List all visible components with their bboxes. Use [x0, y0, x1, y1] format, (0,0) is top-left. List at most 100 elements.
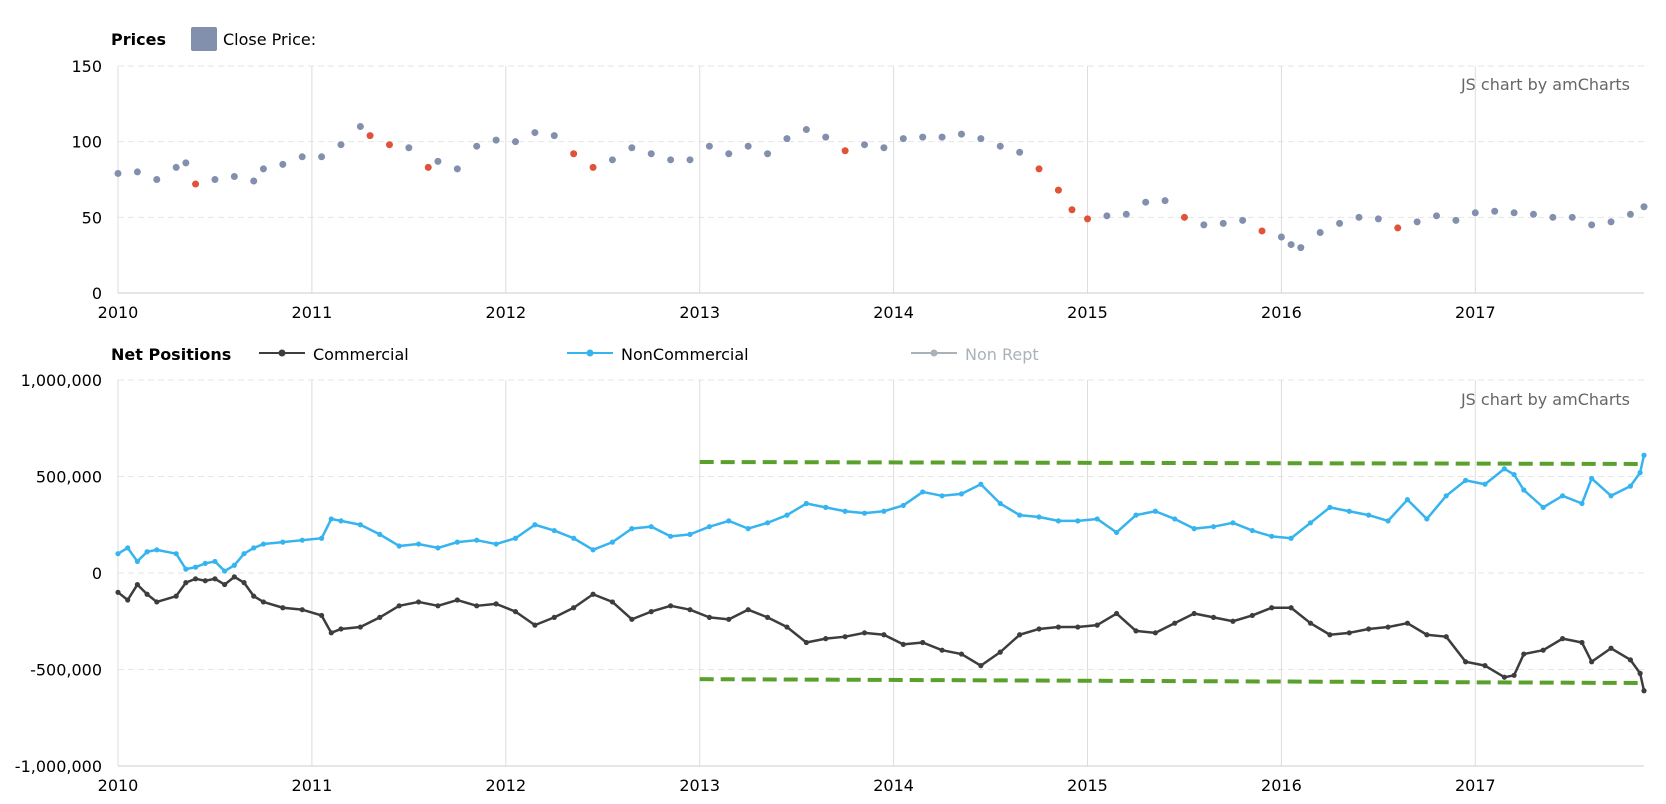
commercial-point[interactable] — [1346, 630, 1352, 636]
price-point[interactable] — [783, 135, 791, 143]
price-point[interactable] — [230, 172, 238, 180]
noncommercial-point[interactable] — [1230, 520, 1236, 526]
noncommercial-point[interactable] — [784, 512, 790, 518]
commercial-point[interactable] — [1230, 618, 1236, 624]
commercial-point[interactable] — [1501, 674, 1507, 680]
noncommercial-point[interactable] — [212, 558, 218, 565]
commercial-point[interactable] — [1307, 620, 1314, 626]
noncommercial-point[interactable] — [251, 545, 257, 551]
noncommercial-point[interactable] — [1501, 466, 1507, 472]
noncommercial-point[interactable] — [231, 562, 237, 568]
commercial-point[interactable] — [231, 574, 237, 580]
noncommercial-point[interactable] — [609, 539, 616, 545]
noncommercial-point[interactable] — [978, 481, 984, 487]
commercial-point[interactable] — [241, 580, 247, 586]
net-positions-credit[interactable]: JS chart by amCharts — [1460, 390, 1630, 409]
price-point[interactable] — [822, 133, 830, 141]
price-point[interactable] — [957, 130, 965, 138]
price-point[interactable] — [182, 159, 190, 167]
noncommercial-point[interactable] — [1608, 493, 1614, 499]
price-point[interactable] — [686, 156, 694, 164]
noncommercial-point[interactable] — [222, 568, 228, 574]
noncommercial-point[interactable] — [668, 533, 674, 539]
noncommercial-point[interactable] — [920, 489, 926, 495]
noncommercial-point[interactable] — [1075, 518, 1081, 524]
noncommercial-point[interactable] — [1094, 516, 1100, 522]
price-point[interactable] — [550, 132, 558, 140]
price-point[interactable] — [1142, 198, 1150, 206]
noncommercial-point[interactable] — [1055, 518, 1062, 524]
price-point[interactable] — [899, 135, 907, 143]
commercial-point[interactable] — [1443, 634, 1449, 640]
commercial-point[interactable] — [173, 593, 179, 599]
commercial-point[interactable] — [648, 609, 654, 615]
price-point[interactable] — [1316, 228, 1324, 236]
noncommercial-point[interactable] — [115, 551, 121, 557]
commercial-point[interactable] — [1608, 645, 1614, 651]
price-point[interactable] — [725, 150, 733, 158]
price-point[interactable] — [153, 176, 161, 183]
noncommercial-point[interactable] — [134, 558, 140, 565]
commercial-point[interactable] — [1404, 620, 1411, 626]
noncommercial-point[interactable] — [328, 516, 334, 522]
noncommercial-point[interactable] — [1424, 516, 1430, 522]
commercial-point[interactable] — [474, 603, 480, 609]
price-point[interactable] — [1161, 197, 1169, 205]
noncommercial-point[interactable] — [648, 524, 654, 530]
price-point[interactable] — [1239, 216, 1247, 224]
price-point[interactable] — [977, 135, 985, 143]
prices-credit[interactable]: JS chart by amCharts — [1460, 75, 1630, 94]
commercial-point[interactable] — [454, 597, 460, 603]
commercial-point[interactable] — [415, 599, 422, 605]
price-point[interactable] — [608, 156, 616, 164]
commercial-point[interactable] — [881, 632, 887, 638]
commercial-point[interactable] — [571, 605, 577, 611]
noncommercial-point[interactable] — [1288, 535, 1294, 541]
price-point[interactable] — [259, 165, 267, 173]
commercial-point[interactable] — [978, 663, 984, 669]
price-point[interactable] — [1452, 216, 1460, 224]
noncommercial-point[interactable] — [1249, 527, 1255, 534]
noncommercial-point[interactable] — [706, 524, 712, 530]
commercial-point[interactable] — [1424, 632, 1430, 638]
commercial-point[interactable] — [842, 634, 848, 640]
price-point[interactable] — [211, 176, 219, 183]
noncommercial-point[interactable] — [299, 537, 305, 543]
commercial-point[interactable] — [1036, 626, 1042, 632]
commercial-point[interactable] — [357, 624, 363, 630]
noncommercial-point[interactable] — [280, 539, 286, 545]
noncommercial-point[interactable] — [1036, 514, 1042, 520]
price-point[interactable] — [531, 129, 539, 137]
price-point[interactable] — [424, 163, 432, 171]
price-point[interactable] — [938, 133, 946, 141]
commercial-point[interactable] — [784, 624, 790, 630]
price-point[interactable] — [279, 160, 287, 168]
price-point[interactable] — [492, 136, 500, 144]
noncommercial-point[interactable] — [571, 535, 577, 541]
commercial-point[interactable] — [1094, 622, 1100, 628]
commercial-point[interactable] — [920, 639, 926, 646]
commercial-point[interactable] — [1463, 659, 1469, 665]
noncommercial-point[interactable] — [357, 522, 363, 528]
commercial-point[interactable] — [212, 576, 218, 582]
price-point[interactable] — [1491, 207, 1499, 215]
commercial-point[interactable] — [1637, 670, 1643, 676]
commercial-point[interactable] — [1521, 651, 1527, 657]
noncommercial-point[interactable] — [454, 539, 460, 545]
noncommercial-point[interactable] — [1521, 487, 1527, 493]
noncommercial-point[interactable] — [1637, 470, 1643, 476]
noncommercial-point[interactable] — [173, 551, 179, 557]
commercial-point[interactable] — [435, 603, 441, 609]
price-point[interactable] — [1549, 213, 1557, 221]
noncommercial-point[interactable] — [1627, 483, 1634, 489]
commercial-point[interactable] — [1210, 614, 1217, 620]
noncommercial-point[interactable] — [1133, 512, 1139, 518]
commercial-point[interactable] — [726, 616, 732, 622]
price-point[interactable] — [996, 142, 1004, 150]
commercial-line[interactable] — [117, 575, 1646, 692]
commercial-point[interactable] — [183, 580, 189, 586]
commercial-point[interactable] — [299, 607, 305, 613]
commercial-point[interactable] — [1540, 647, 1546, 653]
commercial-legend-label[interactable]: Commercial — [313, 345, 409, 364]
commercial-point[interactable] — [900, 641, 906, 648]
